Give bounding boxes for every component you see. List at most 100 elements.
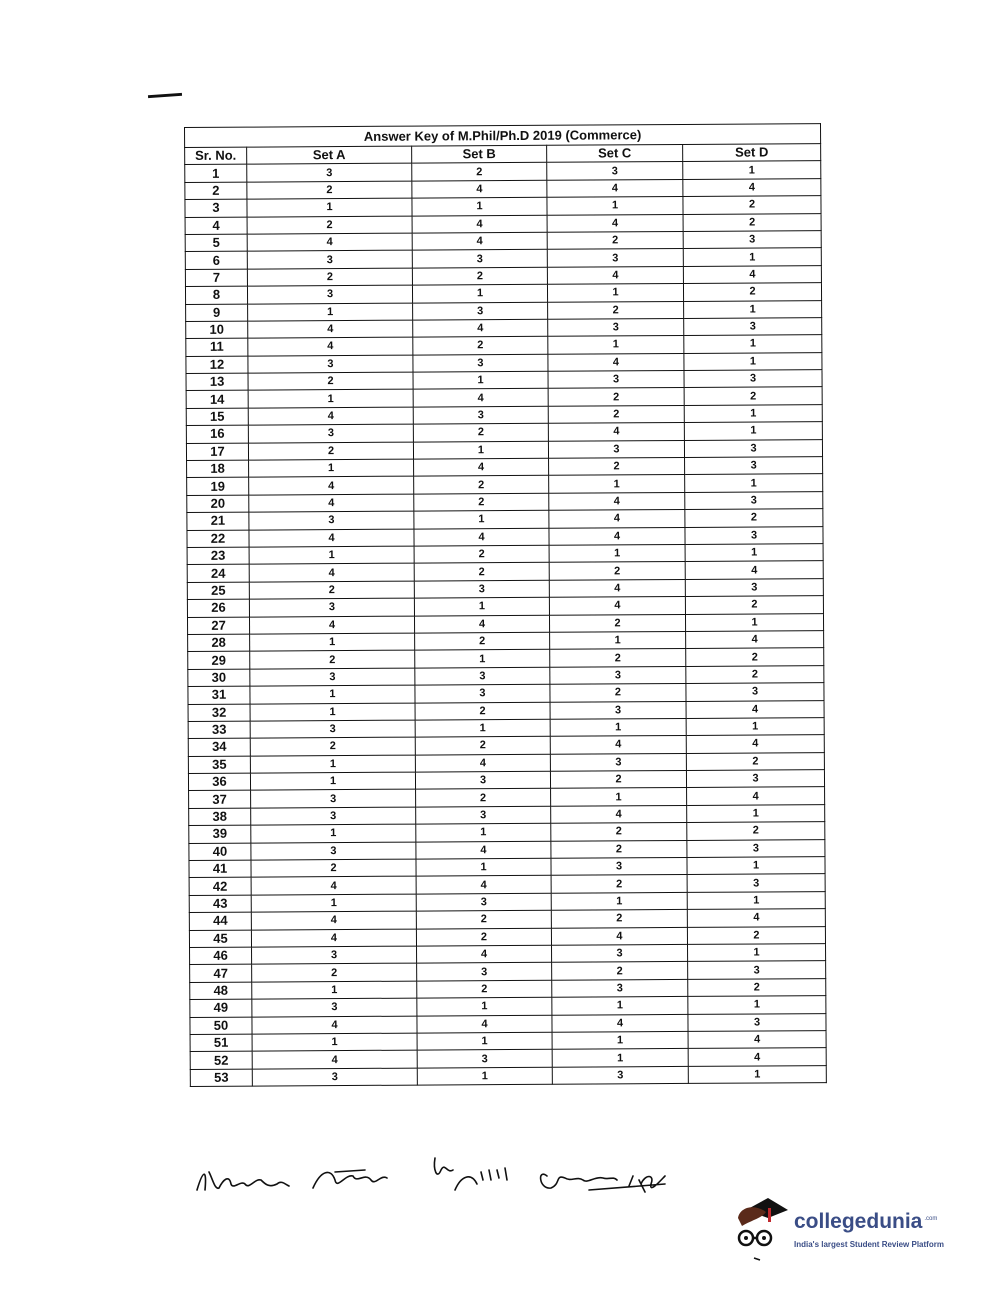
- cell-sr-no: 33: [188, 720, 251, 739]
- cell-set-d: 2: [687, 978, 826, 997]
- cell-sr-no: 29: [187, 651, 250, 670]
- cell-set-b: 3: [417, 1049, 553, 1068]
- cell-sr-no: 10: [185, 321, 248, 339]
- signatures: [196, 1157, 666, 1193]
- cell-set-a: 4: [247, 337, 413, 356]
- cell-set-a: 4: [248, 406, 414, 426]
- cell-set-c: 4: [547, 266, 684, 285]
- cell-set-a: 4: [251, 876, 417, 895]
- cell-sr-no: 39: [188, 825, 251, 844]
- cell-set-c: 1: [549, 544, 686, 563]
- cell-set-d: 2: [685, 665, 824, 684]
- cell-set-d: 1: [687, 943, 826, 962]
- cell-set-d: 4: [687, 908, 826, 928]
- cell-set-d: 1: [683, 247, 822, 267]
- cell-set-d: 3: [683, 369, 823, 388]
- cell-sr-no: 23: [187, 547, 250, 565]
- cell-set-b: 4: [415, 840, 551, 860]
- cell-set-b: 2: [415, 736, 551, 755]
- cell-set-b: 3: [414, 666, 550, 686]
- cell-set-a: 4: [249, 615, 415, 635]
- cell-set-b: 1: [415, 719, 551, 738]
- cell-set-a: 2: [250, 737, 416, 756]
- cell-set-b: 4: [415, 753, 551, 773]
- cell-set-d: 1: [686, 717, 825, 736]
- cell-sr-no: 40: [188, 842, 251, 861]
- collegedunia-logo: collegedunia .com India's largest Studen…: [732, 1196, 982, 1266]
- cell-sr-no: 34: [188, 738, 251, 757]
- cell-set-b: 4: [413, 527, 550, 547]
- cell-set-a: 3: [250, 789, 416, 808]
- cell-set-b: 4: [412, 319, 548, 338]
- cell-sr-no: 18: [186, 460, 249, 478]
- cell-set-a: 1: [250, 702, 416, 721]
- cell-sr-no: 41: [188, 860, 252, 878]
- answer-key-table-container: Answer Key of M.Phil/Ph.D 2019 (Commerce…: [184, 123, 827, 1087]
- cell-sr-no: 30: [187, 668, 250, 687]
- cell-set-c: 2: [547, 231, 684, 250]
- cell-set-b: 4: [416, 875, 552, 894]
- header-set-a: Set A: [246, 146, 412, 165]
- cell-set-b: 2: [414, 632, 550, 651]
- cell-set-a: 1: [250, 754, 416, 774]
- cell-set-d: 2: [684, 508, 824, 528]
- cell-set-d: 4: [688, 1030, 827, 1049]
- cell-set-b: 4: [414, 614, 550, 634]
- cell-set-b: 4: [413, 388, 549, 407]
- cell-set-a: 3: [247, 285, 413, 304]
- cell-set-a: 4: [251, 1015, 418, 1035]
- cell-set-b: 2: [414, 562, 550, 581]
- cell-set-a: 3: [252, 1067, 418, 1087]
- header-sr-no: Sr. No.: [184, 147, 247, 165]
- cell-set-c: 4: [551, 927, 688, 946]
- cell-set-a: 1: [251, 893, 417, 913]
- cell-set-c: 4: [550, 805, 687, 824]
- cell-set-d: 1: [687, 995, 826, 1014]
- cell-sr-no: 15: [186, 407, 249, 426]
- cell-set-b: 2: [415, 788, 551, 807]
- header-set-c: Set C: [546, 144, 683, 163]
- cell-set-d: 1: [683, 300, 822, 319]
- cell-set-a: 3: [250, 719, 416, 739]
- table-row: 53 3 1 3 1: [190, 1065, 827, 1087]
- cell-sr-no: 6: [185, 251, 248, 270]
- cell-set-c: 2: [549, 561, 686, 581]
- cell-set-b: 3: [416, 962, 552, 981]
- cell-set-a: 4: [251, 928, 417, 948]
- cell-set-c: 1: [550, 718, 687, 737]
- cell-sr-no: 44: [189, 912, 252, 931]
- cell-set-d: 4: [682, 178, 821, 197]
- cell-set-b: 3: [412, 353, 548, 373]
- cell-set-b: 1: [417, 1032, 553, 1051]
- cell-set-c: 3: [546, 161, 683, 181]
- cell-set-c: 2: [547, 300, 684, 320]
- cell-set-a: 3: [249, 667, 415, 687]
- cell-sr-no: 1: [184, 164, 247, 183]
- cell-set-b: 3: [414, 580, 550, 599]
- cell-sr-no: 42: [189, 877, 252, 896]
- cell-set-d: 4: [688, 1047, 827, 1067]
- cell-set-b: 3: [412, 301, 548, 321]
- cell-sr-no: 32: [188, 703, 251, 722]
- cell-set-c: 4: [548, 492, 685, 511]
- cell-set-d: 2: [683, 282, 822, 301]
- cell-set-a: 3: [247, 354, 414, 374]
- cell-set-a: 3: [248, 424, 414, 443]
- cell-set-d: 3: [685, 682, 825, 701]
- signature-3: [433, 1157, 508, 1191]
- cell-sr-no: 3: [184, 199, 248, 218]
- cell-sr-no: 22: [186, 529, 250, 548]
- cell-set-c: 1: [549, 631, 686, 650]
- cell-set-d: 4: [685, 630, 824, 649]
- cell-set-b: 4: [412, 232, 548, 251]
- cell-sr-no: 46: [189, 947, 252, 965]
- cell-set-d: 1: [684, 404, 823, 423]
- cell-set-a: 4: [248, 528, 415, 548]
- cell-set-b: 1: [416, 997, 552, 1016]
- cell-sr-no: 12: [185, 355, 249, 374]
- cell-set-d: 4: [686, 700, 825, 719]
- cell-set-c: 3: [547, 370, 685, 389]
- cell-set-d: 3: [684, 456, 823, 475]
- cell-set-c: 1: [547, 335, 684, 354]
- cell-set-b: 4: [416, 1014, 553, 1034]
